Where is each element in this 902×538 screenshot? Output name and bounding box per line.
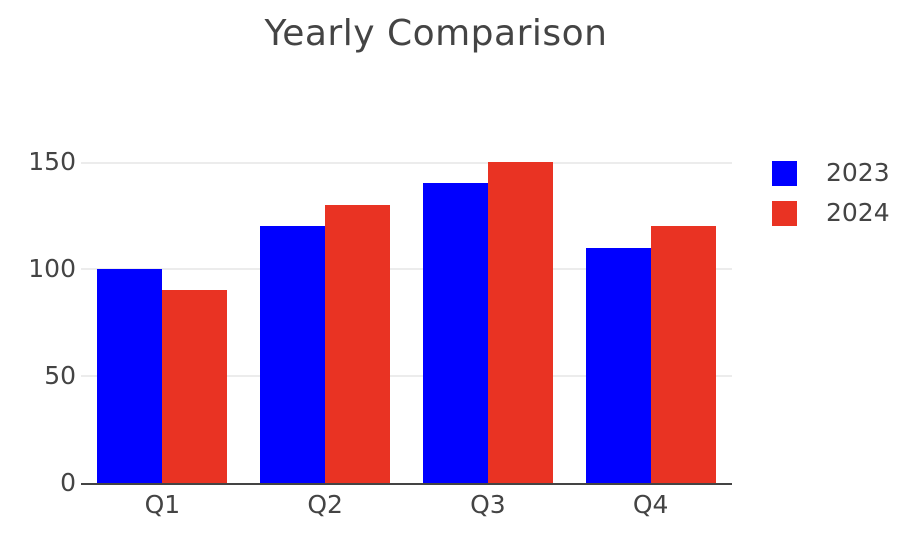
gridline-y-100 (81, 268, 732, 270)
y-axis: 0 50 100 150 (0, 149, 76, 496)
gridline-y-50 (81, 375, 732, 377)
bar-2023-q3 (422, 183, 488, 483)
bar-2024-q3 (487, 162, 553, 483)
y-tick-label-100: 100 (28, 254, 76, 283)
legend-label-2024: 2024 (826, 198, 890, 227)
y-tick-label-50: 50 (44, 361, 76, 390)
legend-swatch-2024 (772, 200, 797, 226)
legend-item-2023: 2023 (772, 160, 890, 186)
bar-2024-q4 (650, 226, 716, 483)
x-tick-label-q1: Q1 (144, 490, 181, 519)
bar-2023-q4 (585, 247, 651, 483)
x-tick-label-q3: Q3 (470, 490, 506, 519)
bar-2024-q2 (325, 204, 391, 483)
bar-2024-q1 (162, 290, 228, 483)
plot-area (81, 162, 732, 485)
legend-label-2023: 2023 (826, 158, 890, 187)
x-tick-label-q2: Q2 (307, 490, 343, 519)
bar-2023-q2 (260, 226, 326, 483)
legend-swatch-2023 (772, 160, 797, 186)
y-tick-label-0: 0 (60, 468, 76, 497)
bar-2023-q1 (97, 269, 163, 483)
legend-item-2024: 2024 (772, 200, 890, 226)
y-tick-label-150: 150 (28, 147, 76, 176)
x-axis: Q1 Q2 Q3 Q4 (81, 491, 732, 523)
gridline-y-150 (81, 162, 732, 164)
x-tick-label-q4: Q4 (632, 490, 669, 519)
chart-title: Yearly Comparison (264, 13, 608, 54)
legend: 2023 2024 (772, 160, 890, 240)
